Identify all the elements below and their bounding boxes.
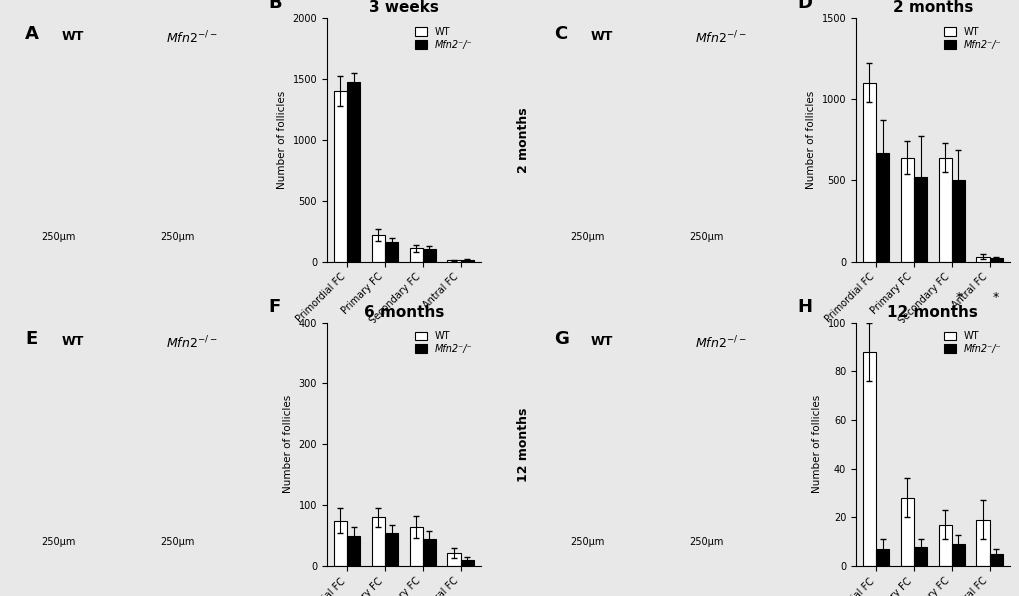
- Bar: [371, 517, 384, 566]
- Bar: [975, 520, 988, 566]
- Bar: [422, 249, 435, 262]
- Bar: [913, 547, 926, 566]
- Bar: [951, 179, 964, 262]
- Y-axis label: Number of follicles: Number of follicles: [805, 91, 815, 189]
- Title: 2 months: 2 months: [892, 1, 972, 15]
- Text: B: B: [268, 0, 281, 11]
- Text: $Mfn2^{-/-}$: $Mfn2^{-/-}$: [694, 30, 746, 46]
- Text: 2 months: 2 months: [517, 107, 530, 172]
- Text: 250µm: 250µm: [41, 232, 75, 242]
- Bar: [346, 82, 360, 262]
- Text: WT: WT: [61, 30, 84, 43]
- Text: D: D: [797, 0, 811, 11]
- Bar: [409, 248, 422, 262]
- Bar: [937, 157, 951, 262]
- Title: 12 months: 12 months: [887, 305, 977, 320]
- Text: 250µm: 250µm: [570, 232, 604, 242]
- Bar: [988, 258, 1002, 262]
- Text: 250µm: 250µm: [160, 232, 195, 242]
- Text: 250µm: 250µm: [689, 232, 722, 242]
- Bar: [900, 157, 913, 262]
- Bar: [913, 177, 926, 262]
- Bar: [447, 260, 461, 262]
- Text: *: *: [993, 291, 999, 304]
- Bar: [384, 533, 397, 566]
- Legend: WT, Mfn2⁻/⁻: WT, Mfn2⁻/⁻: [411, 327, 476, 358]
- Title: 3 weeks: 3 weeks: [369, 1, 438, 15]
- Text: 250µm: 250µm: [570, 537, 604, 547]
- Text: WT: WT: [590, 30, 612, 43]
- Text: WT: WT: [61, 335, 84, 347]
- Text: $Mfn2^{-/-}$: $Mfn2^{-/-}$: [694, 335, 746, 351]
- Text: 250µm: 250µm: [160, 537, 195, 547]
- Legend: WT, Mfn2⁻/⁻: WT, Mfn2⁻/⁻: [940, 23, 1004, 54]
- Bar: [346, 536, 360, 566]
- Bar: [875, 153, 889, 262]
- Bar: [875, 549, 889, 566]
- Text: 3 weeks: 3 weeks: [0, 111, 1, 168]
- Bar: [384, 242, 397, 262]
- Legend: WT, Mfn2⁻/⁻: WT, Mfn2⁻/⁻: [411, 23, 476, 54]
- Bar: [900, 498, 913, 566]
- Bar: [461, 560, 474, 566]
- Y-axis label: Number of follicles: Number of follicles: [277, 91, 286, 189]
- Bar: [333, 91, 346, 262]
- Text: 12 months: 12 months: [517, 407, 530, 482]
- Bar: [988, 554, 1002, 566]
- Text: 250µm: 250µm: [689, 537, 722, 547]
- Y-axis label: Number of follicles: Number of follicles: [811, 395, 821, 493]
- Bar: [862, 352, 875, 566]
- Bar: [371, 235, 384, 262]
- Title: 6 months: 6 months: [364, 305, 443, 320]
- Text: 250µm: 250µm: [41, 537, 75, 547]
- Text: WT: WT: [590, 335, 612, 347]
- Bar: [975, 257, 988, 262]
- Text: H: H: [797, 298, 811, 316]
- Legend: WT, Mfn2⁻/⁻: WT, Mfn2⁻/⁻: [940, 327, 1004, 358]
- Bar: [937, 524, 951, 566]
- Bar: [422, 539, 435, 566]
- Text: A: A: [25, 25, 39, 43]
- Bar: [333, 520, 346, 566]
- Text: 6 months: 6 months: [0, 412, 1, 477]
- Text: C: C: [553, 25, 567, 43]
- Text: G: G: [553, 330, 569, 348]
- Bar: [447, 553, 461, 566]
- Bar: [862, 83, 875, 262]
- Text: $Mfn2^{-/-}$: $Mfn2^{-/-}$: [166, 30, 217, 46]
- Text: E: E: [25, 330, 38, 348]
- Bar: [409, 527, 422, 566]
- Bar: [951, 544, 964, 566]
- Y-axis label: Number of follicles: Number of follicles: [283, 395, 292, 493]
- Bar: [461, 260, 474, 262]
- Text: F: F: [268, 298, 280, 316]
- Text: $Mfn2^{-/-}$: $Mfn2^{-/-}$: [166, 335, 217, 351]
- Text: *: *: [955, 291, 961, 304]
